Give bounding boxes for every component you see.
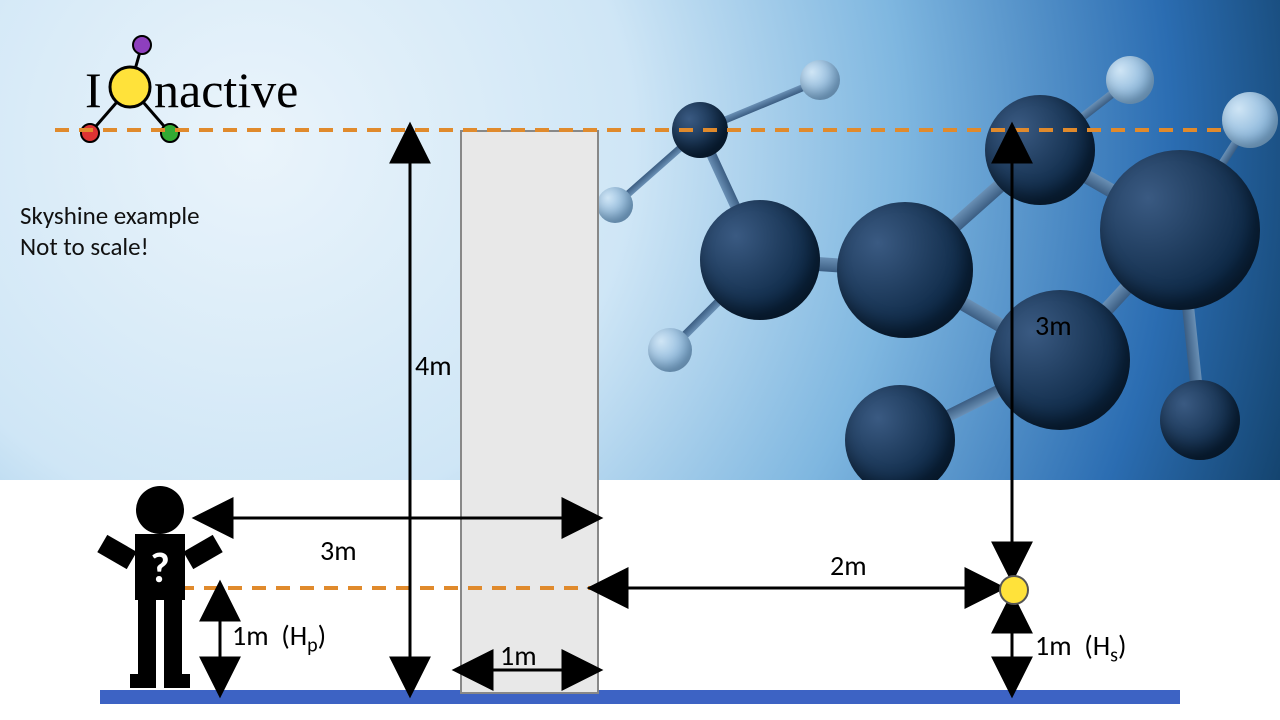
caption-text: Skyshine example Not to scale! [20, 200, 200, 263]
svg-text:I: I [85, 62, 102, 118]
wall-source-2m-label: 2m [830, 548, 867, 583]
ionactive-logo: Inactive [30, 25, 330, 145]
source-height-3m-label: 3m [1035, 308, 1072, 343]
wall-height-4m-label: 4m [415, 348, 452, 383]
caption-line-1: Skyshine example [20, 200, 200, 231]
ground-bar [100, 690, 1180, 704]
svg-text:?: ? [150, 543, 169, 594]
caption-line-2: Not to scale! [20, 231, 200, 262]
diagram-stage: Inactive Skyshine example Not to scale! … [0, 0, 1280, 720]
person-wall-3m-label: 3m [320, 533, 357, 568]
svg-text:nactive: nactive [154, 62, 298, 118]
wall-width-1m-label: 1m [500, 638, 537, 673]
shield-wall [460, 130, 599, 694]
person-icon: ? [97, 486, 222, 688]
hs-1m-label: 1m (Hs) [1035, 628, 1126, 668]
radiation-source-icon [999, 575, 1029, 605]
hp-1m-label: 1m (Hp) [232, 618, 326, 658]
